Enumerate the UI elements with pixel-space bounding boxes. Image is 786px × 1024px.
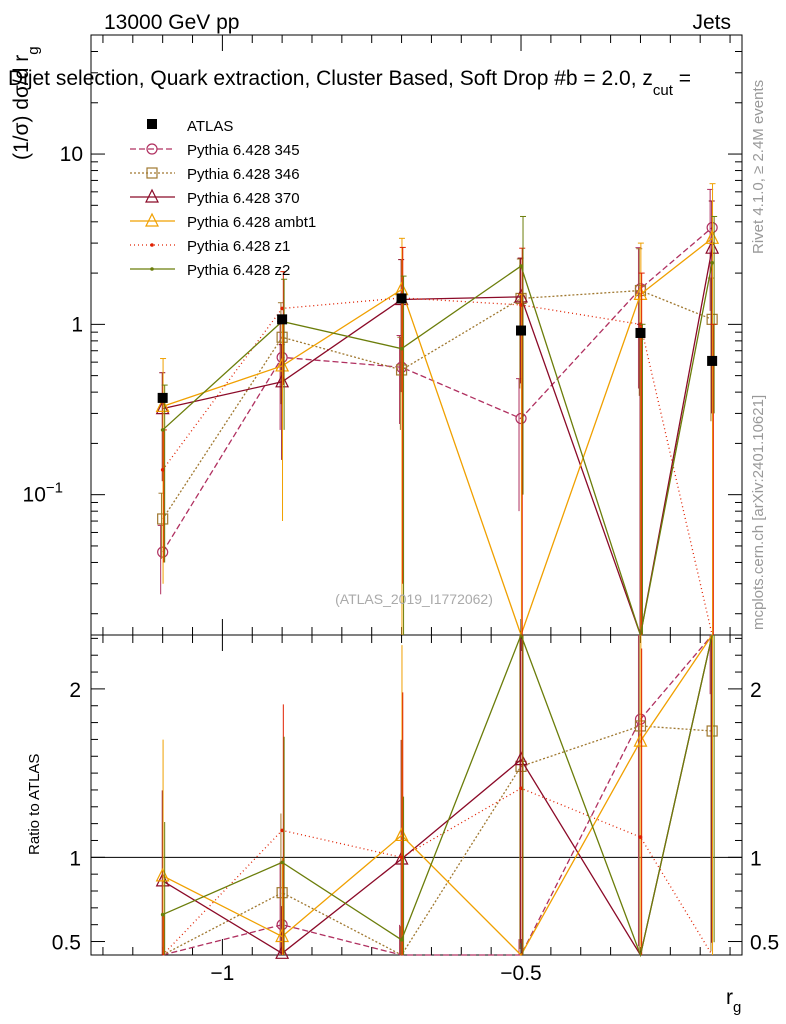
- y-tick-label-main-base: 1: [71, 313, 83, 336]
- series-line-main: [162, 237, 713, 637]
- y-tick-label-main: 1: [71, 313, 83, 336]
- main-series: [155, 183, 720, 638]
- series-point-ratio: [633, 732, 648, 747]
- y-axis-label-main-text: (1/σ) dσ/d r: [10, 55, 33, 160]
- series-point-ratio: [399, 938, 404, 942]
- legend-label: Pythia 6.428 370: [187, 190, 300, 207]
- x-axis-label: rg: [726, 986, 741, 1016]
- legend: ATLAS Pythia 6.428 345 Pythia 6.428 346 Pyt…: [130, 118, 316, 279]
- series-point-main: [519, 264, 523, 268]
- plot-title: Dijet selection, Quark extraction, Clust…: [8, 67, 691, 99]
- y-tick-label-main-base: 10: [23, 484, 46, 507]
- rivet-label: Rivet 4.1.0, ≥ 2.4M events: [750, 80, 767, 254]
- ratio-axes: 0.5 0.5 1 1 2 2 −1 −0.5: [52, 637, 779, 985]
- legend-marker-atlas: [147, 119, 157, 129]
- series-point-main: [160, 467, 165, 472]
- plot-title-sub: cut: [653, 82, 674, 99]
- legend-marker: [146, 167, 158, 179]
- legend-label: Pythia 6.428 z1: [187, 238, 290, 255]
- atlas-data-point: [707, 355, 718, 366]
- series-point-ratio: [275, 944, 290, 959]
- series-point-ratio: [638, 835, 643, 839]
- series-line-main: [162, 262, 713, 636]
- series-point-ratio: [399, 855, 404, 860]
- y-tick-label-ratio-right: 0.5: [750, 932, 779, 955]
- x-axis-label-sub: g: [733, 999, 741, 1016]
- legend-marker: [145, 212, 159, 227]
- y-tick-label-main: 10: [60, 143, 83, 166]
- legend-label: Pythia 6.428 346: [187, 166, 300, 183]
- y-tick-label-ratio: 1: [69, 847, 81, 870]
- series-line-ratio: [162, 633, 713, 958]
- series-point-ratio: [280, 828, 284, 833]
- atlas-data-point: [396, 293, 407, 304]
- series-point-main: [710, 260, 714, 265]
- mcplots-label: mcplots.cern.ch [arXiv:2401.10621]: [750, 395, 767, 630]
- legend-marker: [150, 243, 154, 247]
- series-line-ratio: [162, 634, 713, 956]
- series-point-ratio: [155, 867, 170, 882]
- series-line-main: [162, 289, 713, 520]
- ratio-plot-frame: [90, 634, 743, 956]
- series-line-main: [162, 227, 713, 553]
- atlas-data-point: [277, 314, 288, 325]
- plot-title-tail: =: [673, 67, 691, 90]
- x-tick-label: −0.5: [500, 962, 541, 985]
- legend-marker: [150, 267, 154, 271]
- series-point-main: [155, 398, 170, 412]
- legend-label: Pythia 6.428 ambt1: [187, 214, 316, 231]
- series-line-ratio: [162, 787, 713, 956]
- legend-marker: [145, 188, 159, 203]
- series-line-main: [162, 248, 713, 638]
- series-point-main: [519, 303, 523, 307]
- header-left: 13000 GeV pp: [104, 11, 239, 34]
- y-tick-label-ratio-right: 2: [750, 679, 762, 702]
- series-point-ratio: [160, 912, 165, 917]
- series-point-main: [399, 346, 404, 351]
- y-tick-label-main: 10−1: [23, 480, 63, 507]
- series-point-ratio: [275, 928, 290, 943]
- y-axis-label-main: (1/σ) dσ/d rg: [10, 46, 42, 160]
- y-axis-label-ratio: Ratio to ATLAS: [26, 754, 43, 855]
- y-tick-label-main-exp: −1: [46, 480, 63, 497]
- y-tick-label-main-base: 10: [60, 143, 83, 166]
- series-point-main: [275, 357, 290, 372]
- y-tick-label-ratio-right: 1: [750, 847, 762, 870]
- series-point-main: [705, 229, 720, 244]
- series-point-ratio: [394, 827, 409, 842]
- atlas-data-point: [635, 327, 646, 338]
- ratio-series: [155, 633, 718, 959]
- y-tick-label-ratio: 2: [69, 679, 81, 702]
- series-point-main: [160, 428, 165, 432]
- header-right: Jets: [692, 11, 731, 34]
- legend-marker: [146, 143, 158, 155]
- series-point-ratio: [280, 860, 284, 865]
- atlas-data-point: [516, 325, 527, 336]
- series-line-ratio: [162, 634, 713, 957]
- atlas-data-point: [157, 392, 168, 403]
- x-axis-label-text: r: [726, 986, 733, 1009]
- y-tick-label-ratio: 0.5: [52, 932, 81, 955]
- x-tick-label: −1: [210, 962, 234, 985]
- series-line-main: [162, 297, 713, 636]
- series-point-main: [280, 306, 284, 311]
- series-point-ratio: [519, 786, 523, 791]
- series-point-ratio: [514, 751, 528, 766]
- series-line-ratio: [162, 634, 713, 957]
- analysis-watermark: (ATLAS_2019_I1772062): [335, 591, 493, 607]
- series-point-main: [633, 286, 648, 300]
- series-line-ratio: [162, 725, 713, 956]
- plot-title-main: Dijet selection, Quark extraction, Clust…: [8, 67, 653, 90]
- legend-label: Pythia 6.428 z2: [187, 262, 290, 279]
- y-axis-label-main-sub: g: [25, 46, 42, 54]
- legend-label: Pythia 6.428 345: [187, 142, 300, 159]
- legend-label-atlas: ATLAS: [187, 118, 233, 135]
